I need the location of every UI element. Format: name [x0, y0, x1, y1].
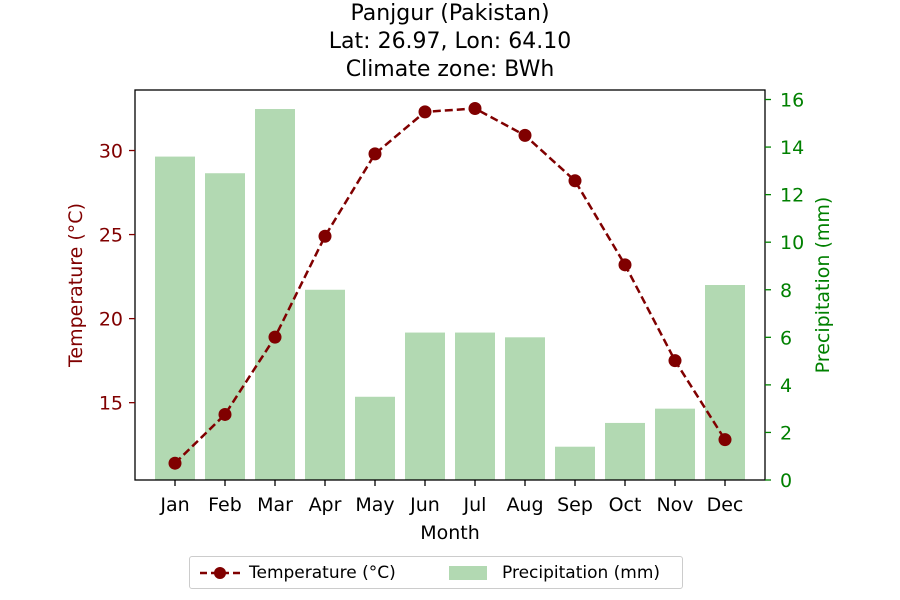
x-tick-label-dec: Dec: [707, 494, 744, 516]
x-tick-label-jun: Jun: [409, 494, 440, 516]
x-tick-label-jul: Jul: [463, 494, 487, 516]
precipitation-bar-mar: [255, 109, 295, 481]
temperature-point-jun: [418, 105, 432, 119]
precipitation-bars: [155, 109, 745, 481]
x-axis-label: Month: [420, 522, 480, 544]
temperature-point-jan: [168, 456, 182, 470]
chart-title-line-3: Climate zone: BWh: [345, 57, 555, 82]
legend-precipitation-swatch: [449, 566, 487, 580]
temperature-point-mar: [268, 330, 282, 344]
y-right-tick-label: 12: [780, 185, 804, 207]
y-left-tick-label: 25: [99, 225, 123, 247]
chart-title-line-2: Lat: 26.97, Lon: 64.10: [328, 29, 572, 54]
y-right-tick-label: 2: [780, 422, 792, 444]
y-right-tick-label: 6: [780, 327, 792, 349]
precipitation-bar-jun: [405, 332, 445, 480]
y-left-tick-label: 20: [99, 309, 123, 331]
temperature-line: [168, 101, 732, 470]
x-tick-label-aug: Aug: [506, 494, 543, 516]
precipitation-bar-jan: [155, 156, 195, 480]
precipitation-bar-dec: [705, 285, 745, 480]
precipitation-bar-sep: [555, 446, 595, 480]
precipitation-bar-feb: [205, 173, 245, 481]
temperature-point-aug: [518, 128, 532, 142]
plot-frame: [134, 89, 766, 481]
x-tick-label-mar: Mar: [257, 494, 293, 516]
x-tick-label-feb: Feb: [208, 494, 242, 516]
x-tick-label-oct: Oct: [609, 494, 642, 516]
precipitation-bar-apr: [305, 289, 345, 480]
y-axis-right-label: Precipitation (mm): [812, 197, 834, 374]
temperature-point-feb: [218, 407, 232, 421]
x-tick-label-sep: Sep: [557, 494, 593, 516]
y-right-tick-label: 10: [780, 232, 804, 254]
x-tick-label-jan: Jan: [159, 494, 189, 516]
precipitation-bar-may: [355, 396, 395, 480]
y-axis-left-label: Temperature (°C): [65, 203, 87, 368]
y-right-tick-label: 4: [780, 375, 792, 397]
temperature-point-may: [368, 147, 382, 161]
chart-ticks: 15 20 25 30 0 2 4 6 8 10 12 14 16 Jan Feb Mar Apr May Jun J…: [99, 90, 804, 516]
y-right-tick-label: 14: [780, 137, 804, 159]
legend-temperature-label: Temperature (°C): [249, 563, 396, 583]
chart-axes: [134, 89, 766, 481]
y-right-tick-label: 0: [780, 470, 792, 492]
y-left-tick-label: 15: [99, 393, 123, 415]
y-right-tick-label: 16: [780, 90, 804, 112]
legend-temperature-swatch: [200, 567, 240, 579]
temperature-point-apr: [318, 229, 332, 243]
legend-precipitation-label: Precipitation (mm): [502, 563, 661, 583]
temperature-point-sep: [568, 174, 582, 188]
precipitation-bar-nov: [655, 408, 695, 480]
temperature-point-dec: [718, 433, 732, 447]
legend: Temperature (°C) Precipitation (mm): [189, 556, 683, 589]
precipitation-bar-aug: [505, 337, 545, 480]
temperature-point-jul: [468, 101, 482, 115]
temperature-point-nov: [668, 354, 682, 368]
x-tick-label-nov: Nov: [656, 494, 693, 516]
temperature-line-path: [174, 107, 727, 465]
y-right-tick-label: 8: [780, 280, 792, 302]
precipitation-bar-jul: [455, 332, 495, 480]
x-tick-label-apr: Apr: [309, 494, 342, 516]
chart-title-line-1: Panjgur (Pakistan): [350, 1, 550, 26]
temperature-point-oct: [618, 258, 632, 272]
y-left-tick-label: 30: [99, 141, 123, 163]
precipitation-bar-oct: [605, 422, 645, 480]
x-tick-label-may: May: [355, 494, 394, 516]
